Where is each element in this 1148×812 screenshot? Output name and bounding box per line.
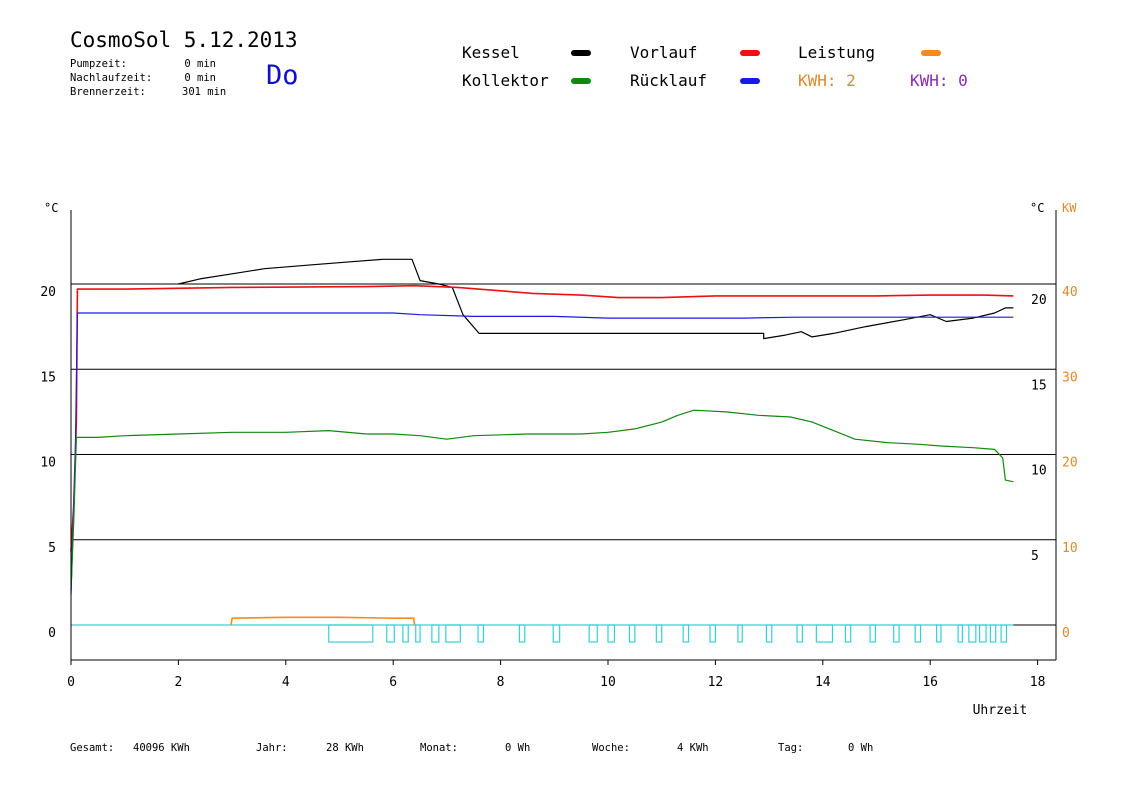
footer-tag-label: Tag: [778, 742, 804, 754]
weekday-label: Do [266, 60, 299, 91]
stat-value: 0 min [184, 58, 216, 70]
x-axis-label: Uhrzeit [973, 703, 1028, 718]
footer-jahr-label: Jahr: [256, 742, 288, 754]
pump-pulse [682, 624, 690, 643]
y-tick-label-left: 20 [40, 285, 56, 300]
y-axis-unit-left: °C [44, 201, 58, 215]
legend-vorlauf-swatch [740, 50, 760, 56]
legend-kollektor-label: Kollektor [462, 71, 549, 90]
x-tick-label: 12 [708, 675, 724, 690]
y-tick-label-kw: 20 [1062, 456, 1078, 471]
stat-pumpzeit: Pumpzeit: 0 min [70, 58, 216, 70]
pump-pulse [957, 624, 964, 643]
footer-monat-label: Monat: [420, 742, 458, 754]
pump-pulse [737, 624, 743, 643]
pump-pulse [844, 624, 852, 643]
legend-kessel-label: Kessel [462, 43, 520, 62]
stat-label: Nachlaufzeit: [70, 72, 153, 84]
x-tick-label: 4 [282, 675, 290, 690]
series-vorlauf [70, 284, 1014, 552]
stat-nachlaufzeit: Nachlaufzeit: 0 min [70, 72, 216, 84]
chart-title: CosmoSol 5.12.2013 [70, 28, 298, 52]
series-ruecklauf [70, 312, 1014, 595]
pump-pulse [1000, 624, 1008, 643]
stat-value: 0 min [184, 72, 216, 84]
pump-pulse [402, 624, 409, 643]
y-tick-label-kw: 0 [1062, 626, 1070, 641]
y-tick-label-right: 15 [1031, 378, 1047, 393]
x-tick-label: 14 [815, 675, 831, 690]
pump-pulse [796, 624, 803, 643]
legend-vorlauf-label: Vorlauf [630, 43, 698, 62]
legend-kwh-1: KWH: 2 [798, 71, 856, 90]
footer-gesamt-label: Gesamt: [70, 742, 115, 754]
stat-label: Brennerzeit: [70, 86, 146, 98]
pump-pulse [628, 624, 636, 643]
pump-pulse [477, 624, 485, 643]
legend-kwh-2: KWH: 0 [910, 71, 968, 90]
pump-pulse [893, 624, 900, 643]
legend-kessel-swatch [571, 50, 591, 56]
stat-brennerzeit: Brennerzeit: 301 min [70, 86, 226, 98]
y-tick-label-kw: 10 [1062, 541, 1078, 556]
x-tick-label: 16 [922, 675, 938, 690]
footer-jahr-value: 28 KWh [326, 742, 364, 754]
pump-pulse [968, 624, 977, 643]
pump-pulse [815, 624, 834, 643]
series-kessel [178, 258, 1014, 340]
y-tick-label-left: 5 [48, 541, 56, 556]
y-tick-label-left: 15 [40, 370, 56, 385]
x-tick-label: 8 [497, 675, 505, 690]
pump-pulse [989, 624, 997, 643]
legend-ruecklauf-swatch [740, 78, 760, 84]
pump-pulse [445, 624, 461, 643]
legend-leistung-label: Leistung [798, 43, 876, 62]
stat-label: Pumpzeit: [70, 58, 127, 70]
pump-pulse [552, 624, 561, 643]
pump-pulse [415, 624, 421, 643]
footer-gesamt-value: 40096 KWh [133, 742, 190, 754]
footer-woche-label: Woche: [592, 742, 630, 754]
legend-kollektor-swatch [571, 78, 591, 84]
x-tick-label: 10 [600, 675, 616, 690]
pump-pulse [655, 624, 663, 643]
pump-pulse [328, 624, 374, 643]
y-tick-label-kw: 30 [1062, 370, 1078, 385]
y-axis-unit-kw: KW [1062, 201, 1077, 215]
y-tick-label-left: 10 [40, 456, 56, 471]
y-tick-label-kw: 40 [1062, 285, 1078, 300]
pump-pulse [709, 624, 717, 643]
pump-pulse [588, 624, 598, 643]
footer-monat-value: 0 Wh [505, 742, 531, 754]
footer-tag-value: 0 Wh [848, 742, 874, 754]
legend-leistung-swatch [921, 50, 941, 56]
x-tick-label: 0 [67, 675, 75, 690]
y-tick-label-left: 0 [48, 626, 56, 641]
pump-pulse [431, 624, 440, 643]
stat-value: 301 min [182, 86, 227, 98]
y-tick-label-right: 20 [1031, 293, 1047, 308]
pump-pulse [869, 624, 877, 643]
x-tick-label: 2 [174, 675, 182, 690]
x-tick-label: 6 [389, 675, 397, 690]
pump-pulse [765, 624, 773, 643]
pump-pulse [936, 624, 942, 643]
pump-pulse [914, 624, 922, 643]
y-tick-label-right: 10 [1031, 464, 1047, 479]
series-leistung [230, 616, 416, 626]
y-axis-unit-right: °C [1030, 201, 1044, 215]
pump-pulse [607, 624, 616, 643]
pump-pulse [518, 624, 526, 643]
pump-pulse [386, 624, 395, 643]
series-kollektor [70, 409, 1014, 591]
pump-pulse [979, 624, 987, 643]
x-tick-label: 18 [1030, 675, 1046, 690]
legend-ruecklauf-label: Rücklauf [630, 71, 708, 90]
footer-woche-value: 4 KWh [677, 742, 709, 754]
y-tick-label-right: 5 [1031, 549, 1039, 564]
